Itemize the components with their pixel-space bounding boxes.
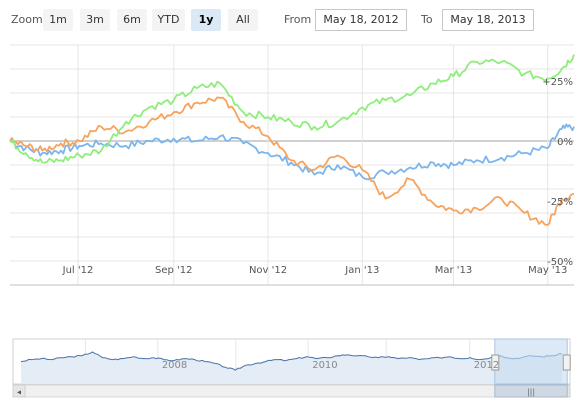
scrollbar-left-button[interactable]	[12, 384, 26, 398]
main-chart[interactable]: +25% 0% -25% -50% Jul '12 Sep '12 Nov '12 Jan …	[0, 40, 584, 292]
scrollbar-grip-icon: |||	[527, 388, 535, 397]
zoom-3m-button[interactable]: 3m	[80, 9, 110, 31]
x-tick-label: Nov '12	[249, 265, 287, 276]
to-date-input[interactable]: May 18, 2013	[442, 9, 534, 31]
y-axis-labels: +25% 0% -25% -50%	[542, 77, 573, 268]
series-line-1	[9, 123, 575, 181]
y-tick-label: 0%	[557, 137, 573, 148]
navigator-series-line	[20, 351, 563, 371]
x-tick-label: Jan '13	[344, 265, 379, 276]
zoom-ytd-button[interactable]: YTD	[152, 9, 185, 31]
scrollbar-track[interactable]	[12, 384, 571, 398]
grid-layer	[10, 44, 574, 286]
scrollbar-left-arrow-icon: ◂	[17, 388, 21, 397]
range-selector-toolbar: Zoom 1m 3m 6m YTD 1y All From May 18, 20…	[0, 0, 584, 40]
navigator-handle-right[interactable]	[562, 354, 571, 371]
navigator-area	[21, 351, 562, 384]
navigator-year-label: 2008	[162, 360, 187, 371]
y-tick-label: +25%	[542, 77, 573, 88]
x-tick-label: Jul '12	[62, 265, 94, 276]
navigator-year-label: 2012	[474, 360, 499, 371]
zoom-label: Zoom	[11, 13, 43, 26]
series-line-3	[9, 54, 575, 164]
scrollbar-thumb[interactable]	[494, 384, 568, 398]
x-axis-labels: Jul '12 Sep '12 Nov '12 Jan '13 Mar '13 May '…	[62, 265, 568, 276]
zoom-1m-button[interactable]: 1m	[43, 9, 73, 31]
navigator-selection-mask[interactable]	[494, 338, 568, 385]
x-tick-label: Sep '12	[155, 265, 193, 276]
from-date-input[interactable]: May 18, 2012	[315, 9, 407, 31]
from-label: From	[284, 13, 312, 26]
y-tick-label: -25%	[547, 197, 573, 208]
x-tick-label: Mar '13	[435, 265, 473, 276]
navigator-year-label: 2010	[312, 360, 337, 371]
navigator-handle-left[interactable]	[491, 354, 500, 371]
navigator-year-labels: 2008 2010 2012	[162, 360, 499, 371]
zoom-1y-button[interactable]: 1y	[191, 9, 221, 31]
series-layer	[9, 54, 575, 226]
y-tick-label: -50%	[547, 257, 573, 268]
to-label: To	[421, 13, 433, 26]
zoom-all-button[interactable]: All	[228, 9, 258, 31]
series-line-2	[9, 96, 575, 226]
zoom-6m-button[interactable]: 6m	[117, 9, 147, 31]
x-tick-label: May '13	[528, 265, 567, 276]
